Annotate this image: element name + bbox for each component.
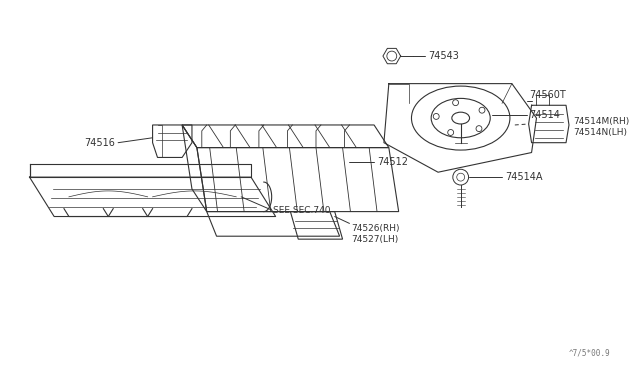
Text: 74514A: 74514A (505, 172, 543, 182)
Text: 74526(RH): 74526(RH) (351, 224, 400, 233)
Text: 74516: 74516 (84, 138, 115, 148)
Text: 74543: 74543 (428, 51, 459, 61)
Text: 74514: 74514 (530, 110, 561, 120)
Text: 74560T: 74560T (530, 90, 566, 100)
Text: ^7/5*00.9: ^7/5*00.9 (569, 348, 611, 357)
Text: 74527(LH): 74527(LH) (351, 235, 399, 244)
Text: 74514M(RH): 74514M(RH) (573, 116, 629, 125)
Text: SEE SEC.740: SEE SEC.740 (273, 206, 330, 215)
Text: 74512: 74512 (377, 157, 408, 167)
Text: 74514N(LH): 74514N(LH) (573, 128, 627, 137)
